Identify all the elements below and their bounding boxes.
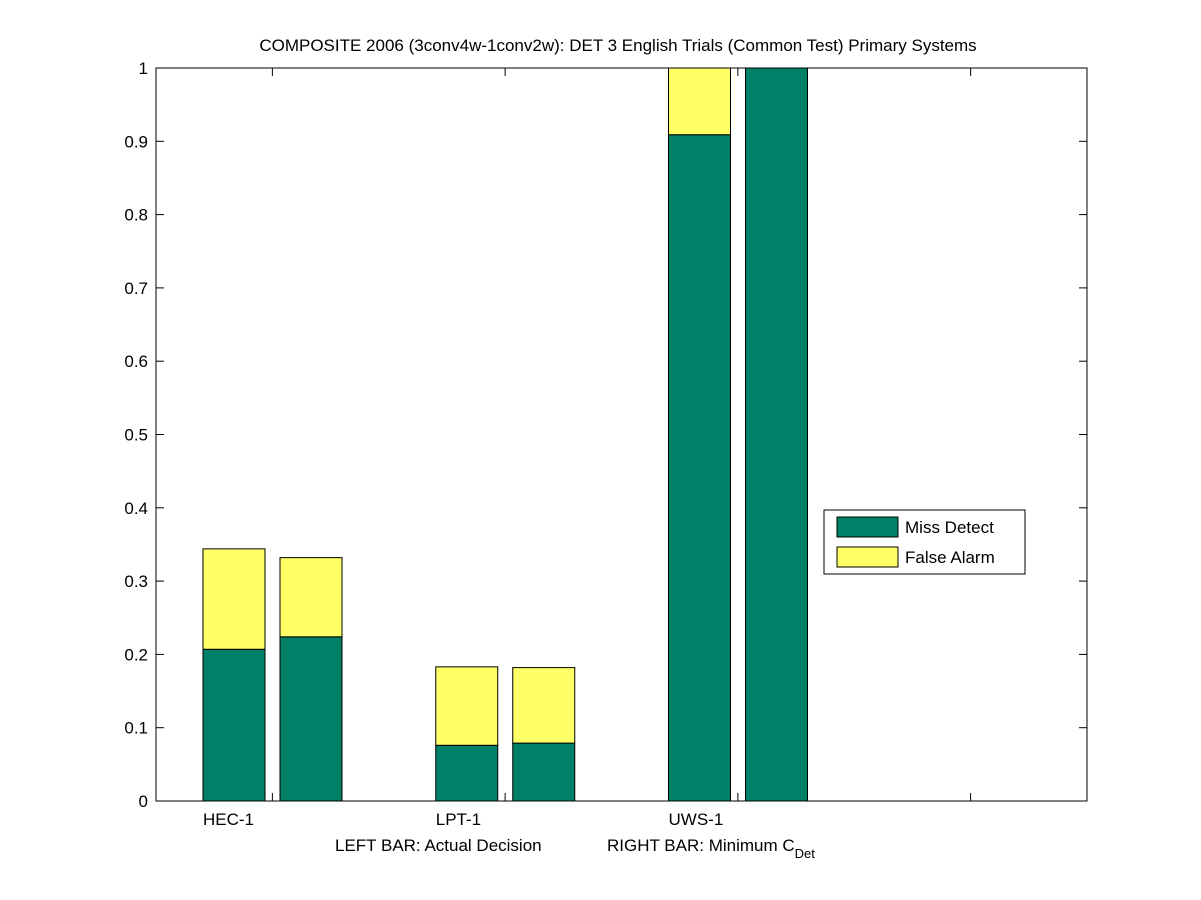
bar-false-alarm-hec-1-right [279,557,343,638]
legend-swatch-miss-detect [836,516,899,538]
bar-false-alarm-lpt-1-right [512,667,576,744]
bar-miss-detect-uws-1-right [745,67,808,802]
y-tick-label: 0.7 [124,279,148,298]
y-tick-label: 0.5 [124,426,148,445]
bar-miss-detect-uws-1-left [668,134,731,802]
legend-label-miss-detect: Miss Detect [905,518,994,537]
x-axis-label-right-main: RIGHT BAR: Minimum C [607,836,795,855]
legend-swatch-false-alarm [836,546,899,568]
bar-miss-detect-lpt-1-left [435,744,499,802]
x-axis-label-right: RIGHT BAR: Minimum CDet [607,836,815,861]
legend: Miss Detect False Alarm [823,509,1026,575]
x-tick-label: HEC-1 [203,810,254,829]
y-tick-label: 0.2 [124,645,148,664]
y-tick-label: 0.9 [124,132,148,151]
bar-false-alarm-lpt-1-left [435,666,499,746]
bar-miss-detect-lpt-1-right [512,742,576,802]
x-axis-label-right-sub: Det [795,846,816,861]
bar-miss-detect-hec-1-left [202,648,266,802]
bar-false-alarm-hec-1-left [202,548,266,650]
y-tick-label: 0 [139,792,148,811]
bar-miss-detect-hec-1-right [279,636,343,802]
y-tick-label: 0.4 [124,499,148,518]
legend-label-false-alarm: False Alarm [905,548,995,567]
x-tick-label: LPT-1 [436,810,481,829]
y-tick-label: 0.1 [124,719,148,738]
y-tick-label: 0.3 [124,572,148,591]
y-tick-label: 0.6 [124,352,148,371]
x-axis-label-left: LEFT BAR: Actual Decision [335,836,542,855]
x-axis-label: LEFT BAR: Actual Decision RIGHT BAR: Min… [335,836,815,861]
plot-area: 0 0.1 0.2 0.3 0.4 0.5 0.6 0.7 0.8 0.9 1 HEC-1 LPT-1 U… [124,59,1088,829]
y-tick-label: 1 [139,59,148,78]
x-tick-label: UWS-1 [669,810,724,829]
chart-title: COMPOSITE 2006 (3conv4w-1conv2w): DET 3 … [259,36,976,55]
bar-false-alarm-uws-1-left [668,67,731,136]
y-tick-label: 0.8 [124,206,148,225]
